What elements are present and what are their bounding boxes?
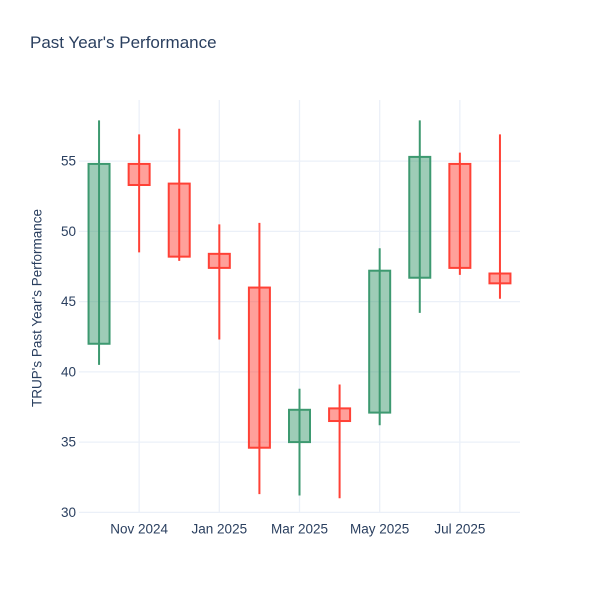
y-tick-label-55: 55: [61, 154, 76, 169]
candle-jan-2025[interactable]: [207, 252, 231, 269]
candle-jul-2025[interactable]: [448, 162, 472, 269]
y-tick-label-35: 35: [61, 435, 76, 450]
x-tick-label-may-2025: May 2025: [350, 521, 409, 536]
y-tick-label-30: 30: [61, 505, 76, 520]
candle-jun-2025[interactable]: [408, 155, 432, 279]
chart-title: Past Year's Performance: [30, 33, 217, 52]
y-tick-label-45: 45: [61, 294, 76, 309]
candle-feb-2025[interactable]: [247, 286, 271, 449]
y-tick-label-40: 40: [61, 364, 76, 379]
x-tick-label-jan-2025: Jan 2025: [192, 521, 248, 536]
x-tick-label-jul-2025: Jul 2025: [434, 521, 485, 536]
x-tick-label-mar-2025: Mar 2025: [271, 521, 328, 536]
candle-aug-2025[interactable]: [488, 272, 512, 285]
candle-dec-2024[interactable]: [167, 182, 191, 258]
candle-may-2025[interactable]: [368, 269, 392, 414]
candle-mar-2025[interactable]: [288, 408, 311, 444]
candle-nov-2024[interactable]: [127, 162, 151, 186]
y-tick-label-50: 50: [61, 224, 76, 239]
candle-oct-2024[interactable]: [87, 162, 111, 345]
candle-apr-2025[interactable]: [328, 407, 352, 423]
x-tick-label-nov-2024: Nov 2024: [110, 521, 168, 536]
